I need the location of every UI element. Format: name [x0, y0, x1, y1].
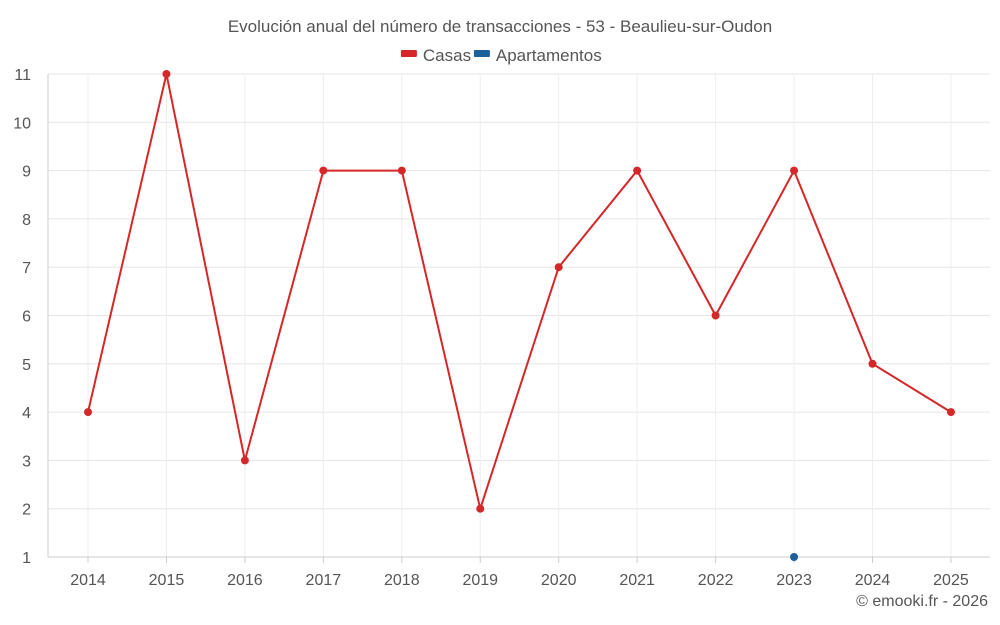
series-layer [84, 70, 955, 561]
x-tick-label: 2024 [855, 572, 891, 589]
y-tick-label: 6 [22, 309, 31, 326]
y-tick-label: 9 [22, 164, 31, 181]
y-tick-label: 2 [22, 502, 31, 519]
legend-item-apartamentos[interactable]: Apartamentos [473, 46, 602, 65]
x-tick-label: 2020 [541, 572, 577, 589]
y-tick-label: 11 [14, 67, 31, 84]
data-point-casas[interactable] [319, 166, 328, 175]
data-point-casas[interactable] [946, 408, 955, 417]
y-tick-label: 3 [22, 453, 31, 470]
legend-item-casas[interactable]: Casas [400, 46, 471, 65]
x-tick-label: 2017 [306, 572, 342, 589]
x-tick-label: 2018 [384, 572, 420, 589]
grid [48, 73, 990, 558]
data-point-casas[interactable] [633, 166, 642, 175]
y-tick-label: 4 [22, 405, 31, 422]
y-tick-label: 10 [13, 115, 31, 132]
x-tick-label: 2022 [698, 572, 734, 589]
y-tick-label: 1 [22, 550, 31, 567]
chart-title: Evolución anual del número de transaccio… [228, 17, 772, 36]
x-tick-label: 2023 [776, 572, 812, 589]
legend-label: Casas [423, 46, 471, 65]
y-tick-label: 5 [22, 357, 31, 374]
data-point-casas[interactable] [554, 263, 563, 272]
x-tick-label: 2025 [933, 572, 969, 589]
x-tick-label: 2015 [149, 572, 185, 589]
data-point-casas[interactable] [476, 504, 485, 513]
data-point-apartamentos[interactable] [790, 553, 799, 561]
data-point-casas[interactable] [711, 311, 720, 320]
data-point-casas[interactable] [240, 456, 249, 465]
x-tick-label: 2016 [227, 572, 263, 589]
data-point-casas[interactable] [84, 408, 92, 417]
credit: © emooki.fr - 2026 [856, 593, 988, 610]
x-tick-label: 2021 [619, 572, 655, 589]
data-point-casas[interactable] [790, 166, 799, 175]
y-tick-label: 7 [22, 260, 31, 277]
y-axis: 1 2 3 4 5 6 7 8 9 10 11 [13, 67, 49, 567]
data-point-casas[interactable] [162, 70, 171, 78]
x-tick-label: 2014 [70, 572, 106, 589]
legend-swatch [400, 50, 417, 57]
legend-label: Apartamentos [496, 46, 602, 65]
y-tick-label: 8 [22, 212, 31, 229]
legend-swatch [473, 50, 490, 57]
data-point-casas[interactable] [868, 359, 877, 368]
legend: Casas Apartamentos [400, 46, 602, 65]
data-point-casas[interactable] [397, 166, 406, 175]
series-line-casas [87, 73, 952, 510]
x-axis: 2014 2015 2016 2017 2018 2019 2020 2021 2022 2023… [48, 556, 990, 589]
x-tick-label: 2019 [462, 572, 498, 589]
